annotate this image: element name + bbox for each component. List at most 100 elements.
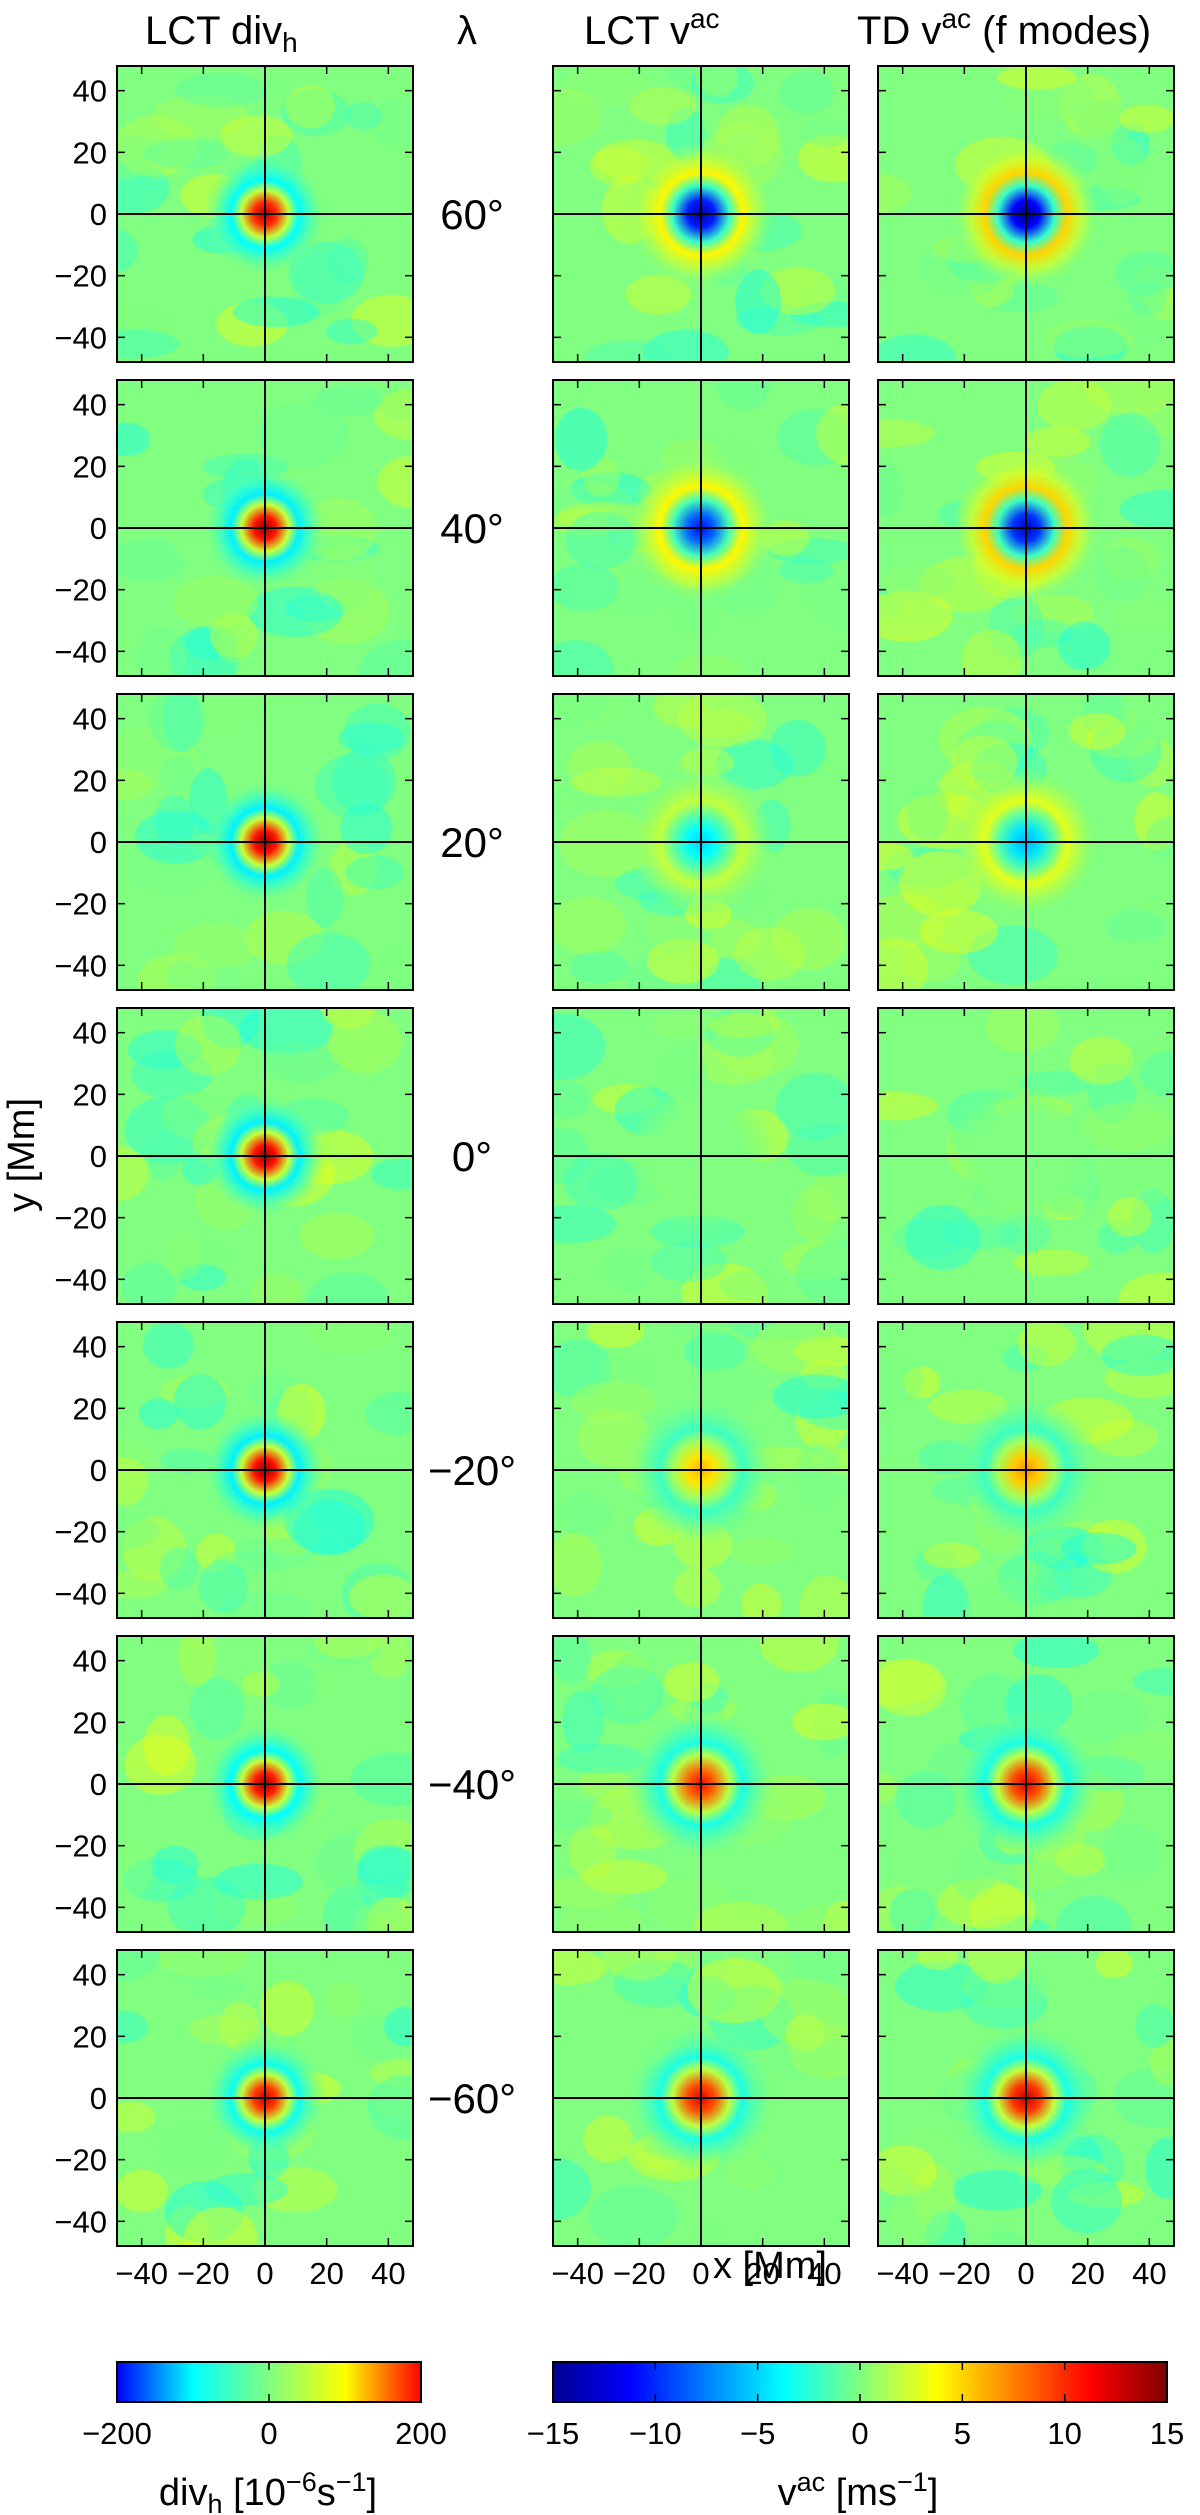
- texture-blob: [727, 1537, 795, 1566]
- texture-blob: [988, 592, 1044, 660]
- texture-blob: [822, 1901, 849, 1932]
- texture-blob: [759, 1636, 839, 1673]
- texture-blob: [299, 1212, 375, 1259]
- texture-blob: [903, 1366, 941, 1399]
- texture-blob: [561, 561, 627, 604]
- texture-blob: [213, 1863, 303, 1900]
- texture-blob: [1073, 337, 1142, 362]
- texture-blob: [793, 1336, 849, 1367]
- texture-blob: [327, 1010, 402, 1074]
- texture-blob: [149, 694, 207, 751]
- y-tick-label: 40: [73, 388, 107, 423]
- texture-blob: [796, 1241, 849, 1304]
- colorbar-tick-label: 0: [851, 2416, 868, 2451]
- texture-blob: [583, 2115, 633, 2163]
- texture-blob: [117, 422, 151, 457]
- texture-blob: [553, 1533, 602, 1597]
- texture-blob: [785, 2014, 826, 2052]
- heatmap-panel-c1-r1: [552, 379, 850, 677]
- x-tick-label: −20: [613, 2256, 666, 2291]
- texture-blob: [690, 1683, 728, 1714]
- texture-blob: [694, 66, 739, 97]
- texture-blob: [200, 1008, 261, 1049]
- texture-blob: [349, 1574, 413, 1618]
- texture-blob: [1125, 1035, 1174, 1103]
- y-axis-label: y [Mm]: [1, 1098, 43, 1212]
- texture-blob: [1148, 1977, 1174, 2035]
- texture-blob: [285, 594, 345, 622]
- texture-blob: [183, 2206, 259, 2246]
- x-tick-label: 40: [1132, 2256, 1166, 2291]
- texture-blob: [1035, 1561, 1090, 1601]
- x-tick-label: 20: [745, 2256, 779, 2291]
- y-tick-label: −40: [54, 948, 107, 983]
- texture-blob: [1024, 426, 1091, 458]
- texture-blob: [878, 1659, 947, 1717]
- texture-blob: [134, 810, 217, 864]
- heatmap-panel-c0-r5: 40 20 0 −20 −40: [54, 1635, 414, 1933]
- texture-blob: [122, 1858, 199, 1902]
- texture-blob: [323, 1885, 376, 1932]
- texture-blob: [625, 274, 692, 315]
- texture-blob: [965, 1577, 1044, 1618]
- texture-blob: [763, 2052, 842, 2079]
- texture-blob: [376, 2080, 413, 2121]
- texture-blob: [164, 2181, 244, 2244]
- texture-blob: [117, 145, 153, 179]
- texture-blob: [214, 623, 253, 663]
- texture-blob: [257, 78, 309, 122]
- texture-blob: [302, 578, 390, 645]
- texture-blob: [1022, 1537, 1076, 1591]
- heatmap-panel-c1-r0: [552, 65, 850, 363]
- texture-blob: [325, 318, 378, 344]
- texture-blob: [1134, 792, 1174, 851]
- col-title-lambda: λ: [457, 9, 477, 53]
- texture-blob: [1104, 910, 1167, 943]
- texture-blob: [366, 1897, 413, 1932]
- texture-blob: [562, 1690, 604, 1753]
- colorbar-tick-label: 15: [1150, 2416, 1184, 2451]
- texture-blob: [883, 846, 972, 888]
- texture-blob: [758, 2035, 848, 2062]
- texture-blob: [955, 721, 1033, 782]
- y-tick-label: 40: [73, 1330, 107, 1365]
- x-tick-label: −40: [876, 2256, 929, 2291]
- y-tick-label: −20: [54, 1515, 107, 1550]
- texture-blob: [878, 2144, 937, 2197]
- texture-blob: [203, 2173, 289, 2206]
- texture-blob: [900, 937, 961, 983]
- texture-blob: [1126, 280, 1167, 316]
- y-tick-label: −20: [54, 259, 107, 294]
- texture-blob: [1149, 2039, 1174, 2087]
- texture-blob: [328, 840, 378, 896]
- texture-blob: [331, 748, 397, 814]
- texture-blob: [1013, 619, 1074, 648]
- texture-blob: [212, 1550, 279, 1578]
- y-tick-label: 20: [73, 135, 107, 170]
- texture-blob: [553, 1876, 629, 1909]
- texture-blob: [178, 1636, 217, 1686]
- col-title-lct-divh: LCT divh: [145, 9, 298, 58]
- texture-blob: [778, 70, 834, 115]
- x-tick-label: 40: [807, 2256, 841, 2291]
- texture-blob: [381, 389, 413, 422]
- texture-blob: [314, 1831, 404, 1896]
- texture-blob: [655, 1950, 698, 1979]
- texture-blob: [1068, 637, 1115, 676]
- texture-blob: [967, 1950, 1027, 1984]
- texture-blob: [306, 1322, 393, 1354]
- heatmap-panel-c0-r2: 40 20 0 −20 −40: [54, 693, 414, 991]
- texture-blob: [553, 2157, 592, 2220]
- texture-blob: [1054, 1843, 1107, 1876]
- texture-blob: [553, 87, 601, 146]
- texture-blob: [601, 1350, 659, 1387]
- texture-blob: [357, 1844, 413, 1886]
- texture-blob: [369, 97, 413, 147]
- texture-blob: [371, 1158, 413, 1190]
- texture-blob: [189, 1677, 245, 1741]
- texture-blob: [973, 1915, 1050, 1932]
- texture-blob: [198, 694, 253, 738]
- texture-blob: [117, 725, 197, 789]
- texture-blob: [878, 594, 950, 635]
- texture-blob: [127, 1030, 202, 1070]
